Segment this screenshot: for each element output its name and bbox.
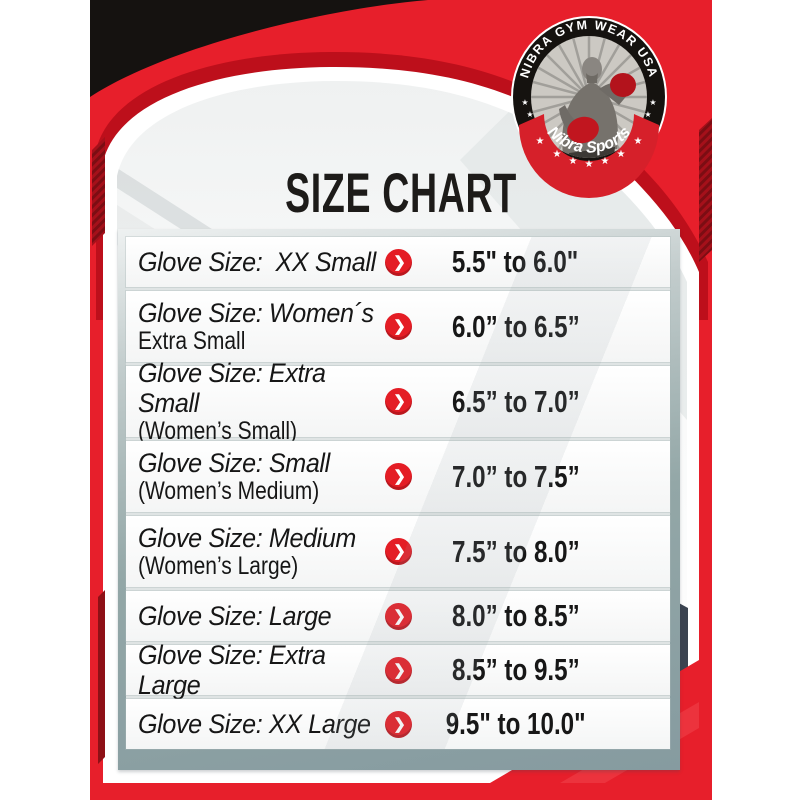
glove-size-label: Glove Size: Extra Large <box>138 640 403 700</box>
svg-text:★: ★ <box>553 149 562 160</box>
chevron-glyph: ❯ <box>393 318 406 335</box>
svg-text:★: ★ <box>585 159 594 170</box>
glove-size-line1: Glove Size: Extra Large <box>138 639 333 700</box>
glove-size-label: Glove Size: Small (Women’s Medium) <box>138 441 403 512</box>
glove-size-line2: (Women’s Small) <box>138 416 298 445</box>
size-table: Glove Size: XX Small ❯ 5.5" to 6.0" Glov… <box>126 237 670 749</box>
size-range-value: 5.5" to 6.0" <box>452 244 579 279</box>
chevron-right-icon: ❯ <box>385 656 412 684</box>
size-range-value: 7.0” to 7.5” <box>451 458 580 494</box>
glove-size-label: Glove Size: XX Small <box>138 237 403 287</box>
table-row: Glove Size: Extra Large ❯ 8.5” to 9.5” <box>126 640 670 700</box>
chevron-glyph: ❯ <box>393 393 406 410</box>
svg-text:★: ★ <box>644 110 651 119</box>
black-corner-accent <box>90 0 428 97</box>
table-row: Glove Size: Extra Small (Women’s Small) … <box>126 358 670 445</box>
chevron-glyph: ❯ <box>393 253 406 271</box>
size-range-value: 6.5” to 7.0” <box>451 383 580 419</box>
glove-size-label: Glove Size: Extra Small (Women’s Small) <box>138 358 403 445</box>
chevron-right-icon: ❯ <box>385 463 412 490</box>
table-row: Glove Size: Women´s Extra Small ❯ 6.0” t… <box>126 291 670 362</box>
svg-text:★: ★ <box>521 98 528 107</box>
table-row: Glove Size: XX Large ❯ 9.5" to 10.0" <box>126 699 670 749</box>
glove-size-line1: Glove Size: XX Small <box>138 246 376 277</box>
chevron-glyph: ❯ <box>393 468 406 485</box>
glove-size-label: Glove Size: XX Large <box>138 699 403 749</box>
glove-size-label: Glove Size: Medium (Women’s Large) <box>138 516 403 587</box>
chevron-glyph: ❯ <box>393 661 406 679</box>
glove-size-line2: (Women’s Medium) <box>138 476 320 505</box>
table-row: Glove Size: Large ❯ 8.0” to 8.5” <box>126 591 670 641</box>
chevron-right-icon: ❯ <box>385 538 412 565</box>
chevron-glyph: ❯ <box>393 715 406 733</box>
boxer-figure <box>559 57 636 158</box>
chevron-right-icon: ❯ <box>385 710 412 738</box>
svg-text:★: ★ <box>634 136 643 147</box>
chevron-glyph: ❯ <box>393 607 406 625</box>
glove-size-line2: Extra Small <box>138 326 246 355</box>
chevron-right-icon: ❯ <box>385 248 412 276</box>
size-range-value: 8.0” to 8.5” <box>451 598 580 633</box>
left-stripe-shadow <box>98 590 105 764</box>
size-range-value: 7.5” to 8.0” <box>451 533 580 569</box>
logo-bottom-band <box>519 114 659 198</box>
glove-size-line1: Glove Size: Women´s <box>138 297 374 328</box>
table-row: Glove Size: Small (Women’s Medium) ❯ 7.0… <box>126 441 670 512</box>
glove-size-line1: Glove Size: Small <box>138 447 330 478</box>
glove-size-line1: Glove Size: Medium <box>138 522 356 553</box>
right-stripe-hatch <box>699 118 712 262</box>
svg-text:★: ★ <box>526 110 533 119</box>
logo-sunburst <box>531 36 647 158</box>
svg-text:★: ★ <box>536 136 545 147</box>
glove-size-line1: Glove Size: XX Large <box>138 708 371 739</box>
glove-size-label: Glove Size: Large <box>138 591 403 641</box>
size-range-value: 8.5” to 9.5” <box>451 652 580 687</box>
size-range-value: 9.5" to 10.0" <box>445 706 586 741</box>
glove-size-line1: Glove Size: Extra Small <box>138 357 333 418</box>
glove-size-label: Glove Size: Women´s Extra Small <box>138 291 403 362</box>
table-row: Glove Size: Medium (Women’s Large) ❯ 7.5… <box>126 516 670 587</box>
logo-stars: ★ ★ ★ ★ ★ ★ ★ ★ ★ ★ ★ <box>521 98 656 170</box>
svg-text:★: ★ <box>617 149 626 160</box>
svg-text:★: ★ <box>601 156 610 167</box>
svg-text:★: ★ <box>569 156 578 167</box>
chevron-glyph: ❯ <box>393 543 406 560</box>
chevron-right-icon: ❯ <box>385 313 412 340</box>
table-row: Glove Size: XX Small ❯ 5.5" to 6.0" <box>126 237 670 287</box>
nibra-sports-boxer-logo: NIBRA GYM WEAR USA Nibra Sports ★ ★ ★ ★ ★★… <box>511 16 667 198</box>
svg-text:★: ★ <box>649 98 656 107</box>
glove-size-line2: (Women’s Large) <box>138 551 299 580</box>
left-stripe-hatch <box>92 137 105 246</box>
page-title: SIZE CHART <box>285 161 517 224</box>
glove-size-line1: Glove Size: Large <box>138 600 332 631</box>
chevron-right-icon: ❯ <box>385 602 412 630</box>
size-range-value: 6.0” to 6.5” <box>451 308 580 344</box>
chevron-right-icon: ❯ <box>385 388 412 415</box>
